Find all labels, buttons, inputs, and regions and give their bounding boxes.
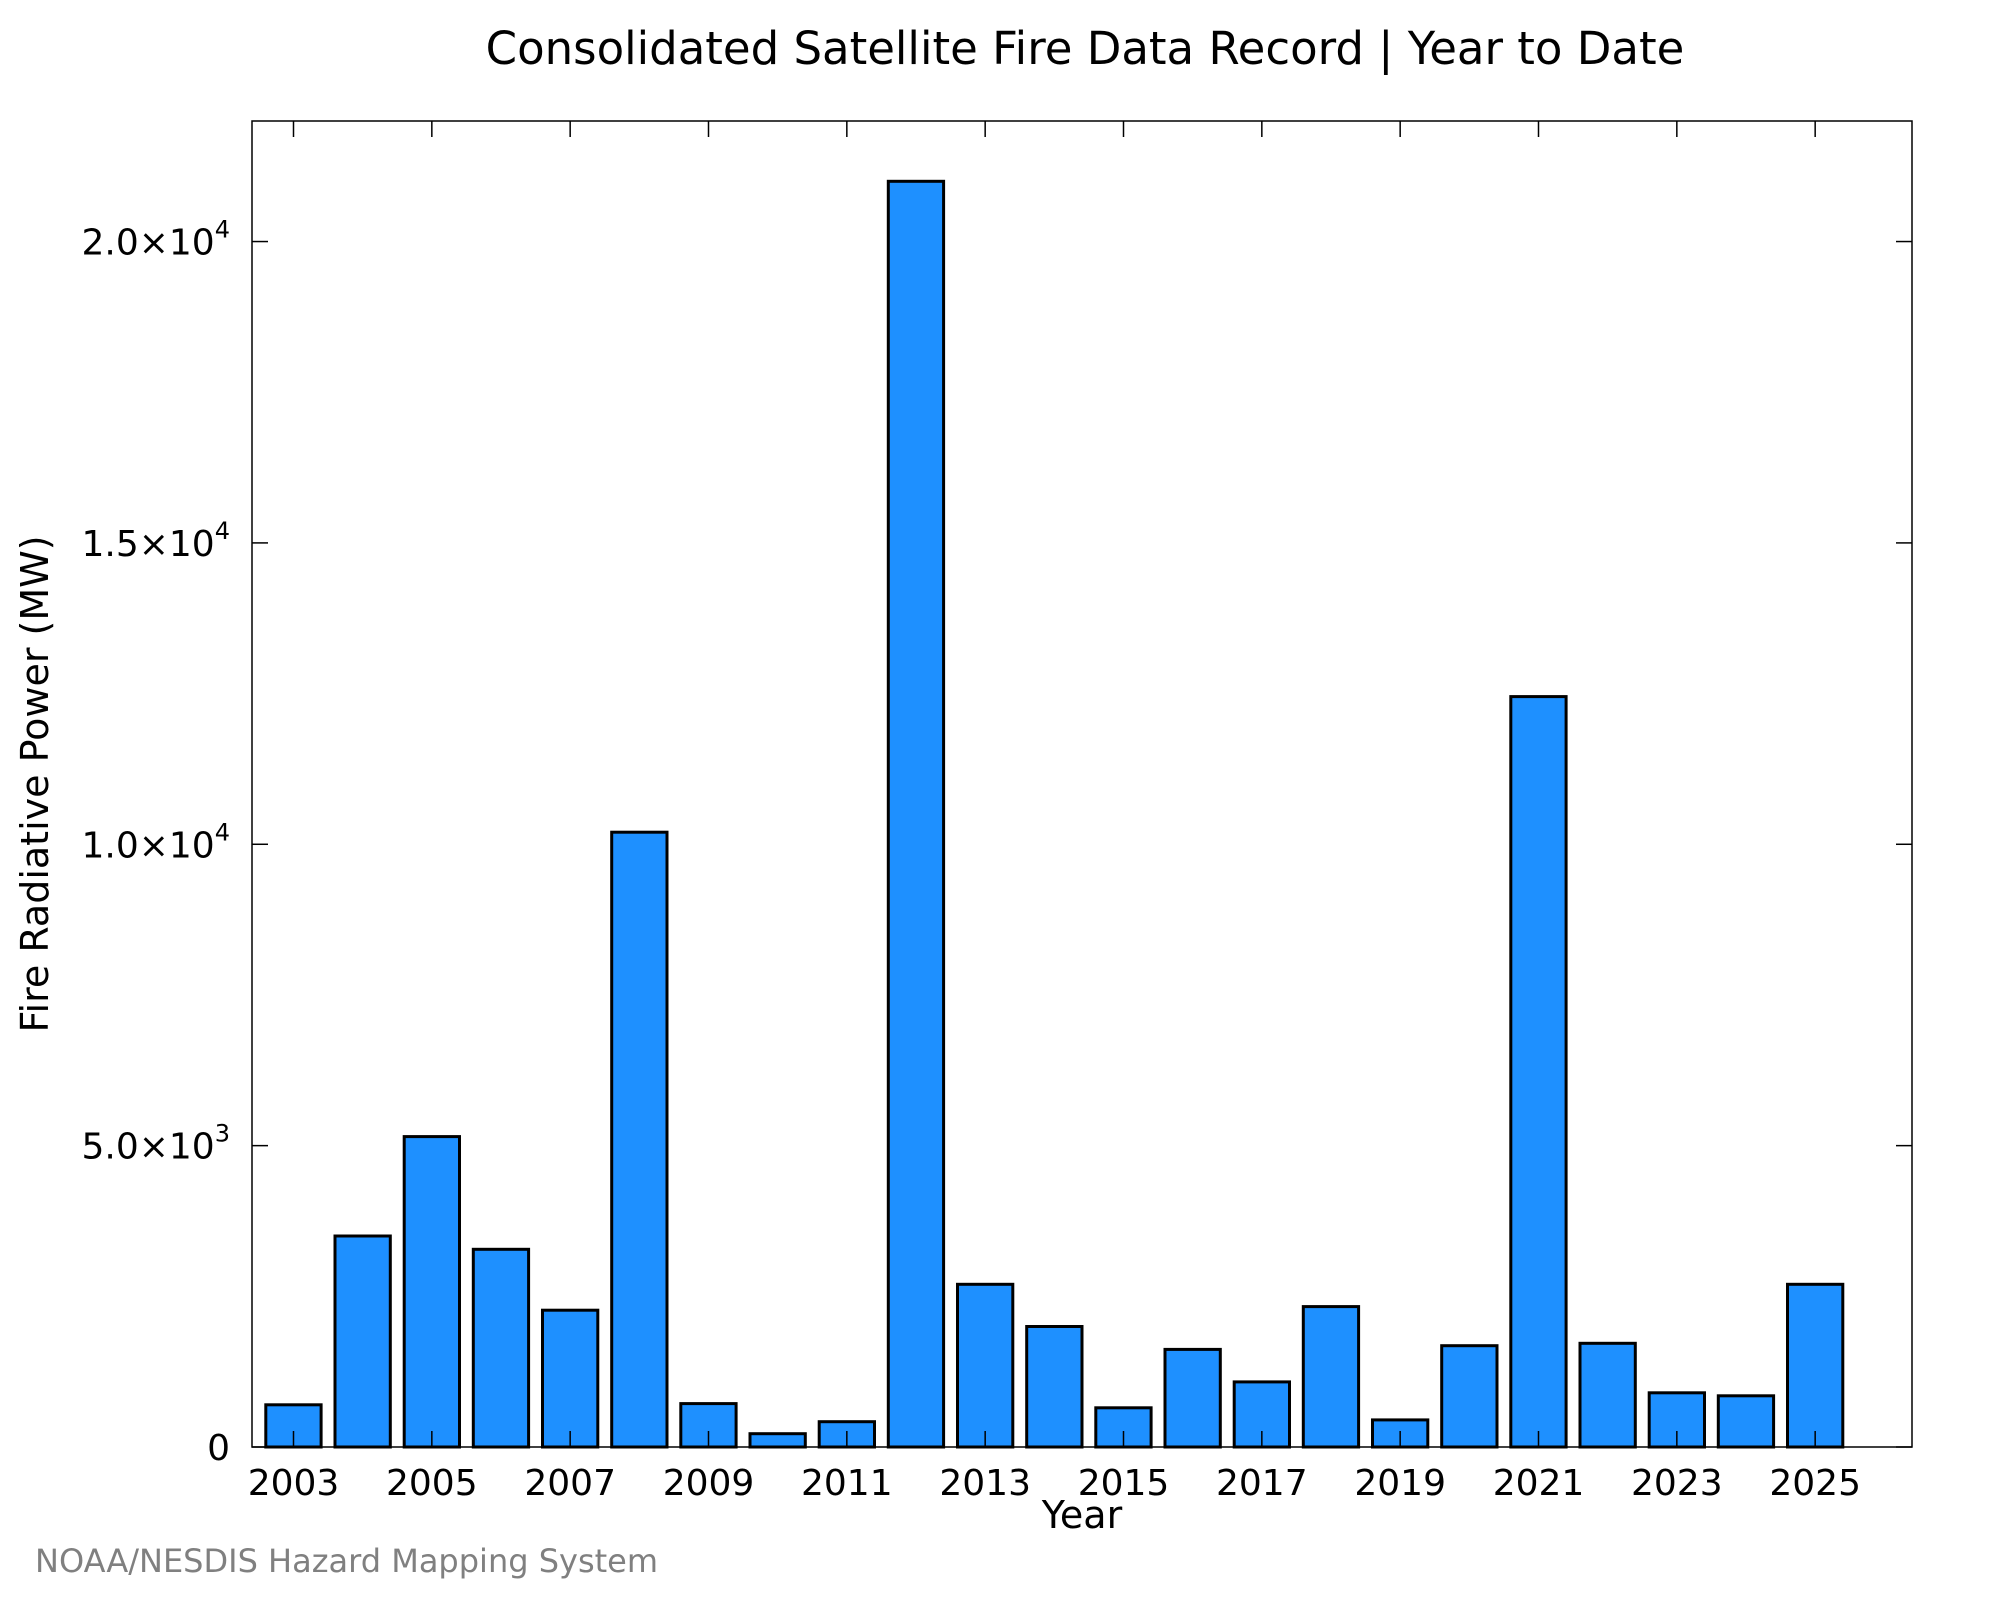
bar-2016: [1163, 1347, 1222, 1449]
bar-2021: [1509, 695, 1568, 1449]
x-tick-label-2011: 2011: [801, 1463, 893, 1504]
x-tick-label-2023: 2023: [1631, 1463, 1723, 1504]
bar-2013: [956, 1282, 1015, 1449]
x-axis-label: Year: [1041, 1493, 1123, 1537]
x-tick-label-2013: 2013: [939, 1463, 1031, 1504]
x-tick-label-2007: 2007: [524, 1463, 616, 1504]
y-tick-label-10000: 1.0×104: [81, 818, 230, 866]
bar-2004: [333, 1234, 392, 1449]
bar-2025: [1786, 1282, 1845, 1449]
y-tick-label-5000: 5.0×103: [81, 1120, 230, 1168]
bar-2008: [610, 830, 669, 1449]
bar-2018: [1301, 1305, 1361, 1449]
x-tick-label-2005: 2005: [386, 1463, 478, 1504]
ticks-layer: [252, 121, 1912, 1448]
bar-2014: [1025, 1325, 1084, 1449]
x-tick-label-2025: 2025: [1769, 1463, 1861, 1504]
credit-text: NOAA/NESDIS Hazard Mapping System: [35, 1542, 658, 1580]
y-tick-label-15000: 1.5×104: [81, 517, 230, 565]
y-axis-label: Fire Radiative Power (MW): [13, 535, 57, 1032]
bar-2020: [1440, 1344, 1499, 1449]
x-tick-label-2019: 2019: [1354, 1463, 1446, 1504]
chart-title: Consolidated Satellite Fire Data Record …: [486, 22, 1685, 75]
y-tick-label-0: 0: [207, 1428, 230, 1469]
bar-2012: [886, 179, 946, 1449]
x-tick-label-2015: 2015: [1078, 1463, 1170, 1504]
bar-2024: [1716, 1394, 1776, 1449]
bar-2006: [471, 1247, 531, 1449]
bar-2010: [748, 1432, 807, 1449]
bar-2007: [541, 1308, 600, 1449]
x-tick-label-2017: 2017: [1216, 1463, 1308, 1504]
x-tick-label-2021: 2021: [1493, 1463, 1585, 1504]
y-tick-labels: 0 5.0×103 1.0×104 1.5×104 2.0×104: [81, 216, 230, 1470]
x-tick-label-2003: 2003: [248, 1463, 340, 1504]
y-tick-label-20000: 2.0×104: [81, 216, 230, 264]
bars-layer: [264, 179, 1845, 1449]
x-tick-label-2009: 2009: [663, 1463, 755, 1504]
x-tick-labels: 2003 2005 2007 2009 2011 2013 2015 2017 2019 2021…: [248, 1463, 1861, 1504]
bar-2022: [1578, 1341, 1637, 1449]
bar-2005: [402, 1135, 462, 1449]
